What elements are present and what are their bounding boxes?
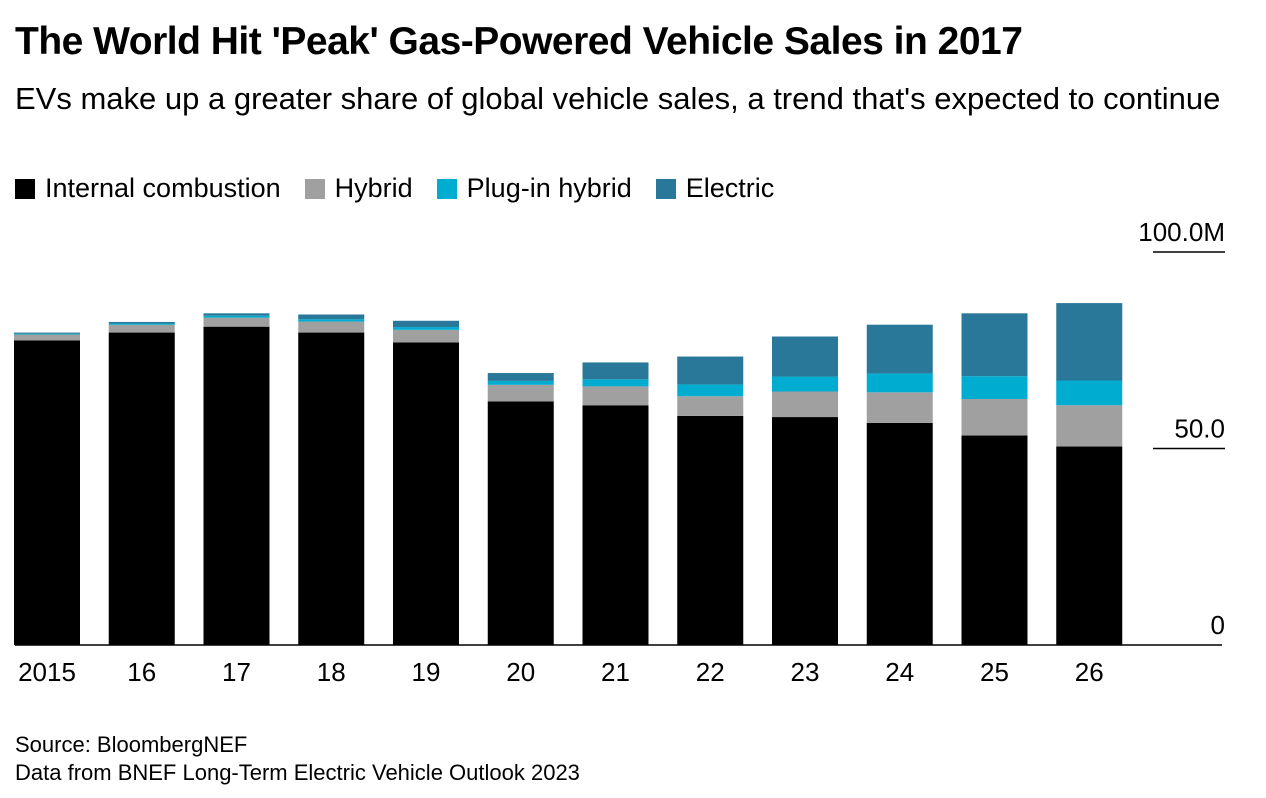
bar-segment-internal-combustion: [772, 417, 838, 645]
bar-segment-plug-in-hybrid: [961, 376, 1028, 399]
legend-label-electric: Electric: [685, 173, 775, 203]
chart-title: The World Hit 'Peak' Gas-Powered Vehicle…: [15, 20, 1023, 63]
y-tick-label: 0: [1211, 610, 1225, 640]
x-tick-label: 16: [127, 657, 156, 687]
legend-swatch-hybrid: [304, 178, 325, 199]
bar-segment-electric: [14, 332, 80, 334]
bar-segment-internal-combustion: [1056, 446, 1123, 645]
bar-segment-hybrid: [677, 396, 744, 416]
bar-segment-hybrid: [203, 317, 270, 327]
legend-swatch-internal-combustion: [15, 178, 35, 199]
bar-segment-electric: [393, 320, 459, 328]
chart-subtitle: EVs make up a greater share of global ve…: [15, 81, 1221, 116]
bar-segment-internal-combustion: [487, 401, 554, 645]
legend: Internal combustion Hybrid Plug-in hybri…: [15, 173, 798, 204]
x-tick-label: 22: [696, 657, 725, 687]
bar-segment-internal-combustion: [582, 405, 649, 645]
bar-segment-hybrid: [582, 386, 649, 406]
bar-segment-internal-combustion: [866, 422, 933, 645]
bar-segment-plug-in-hybrid: [393, 327, 459, 330]
x-tick-label: 25: [980, 657, 1009, 687]
bar-segment-plug-in-hybrid: [108, 323, 175, 325]
bar-segment-hybrid: [961, 398, 1028, 436]
x-tick-label: 19: [412, 657, 441, 687]
x-tick-label: 23: [791, 657, 820, 687]
bar-segment-hybrid: [14, 334, 80, 341]
legend-item-electric: Electric: [655, 173, 775, 204]
bar-segment-internal-combustion: [203, 326, 270, 645]
bar-segment-electric: [203, 313, 270, 316]
bar-segment-hybrid: [393, 329, 459, 343]
bar-segment-plug-in-hybrid: [14, 333, 80, 335]
legend-label-hybrid: Hybrid: [334, 173, 413, 203]
y-tick-label: 100.0M: [1138, 217, 1225, 247]
x-tick-label: 2015: [18, 657, 76, 687]
bar-segment-plug-in-hybrid: [203, 315, 270, 318]
bar-segment-electric: [1056, 303, 1123, 381]
legend-label-internal-combustion: Internal combustion: [45, 173, 281, 203]
bar-segment-plug-in-hybrid: [298, 319, 365, 322]
bar-segment-plug-in-hybrid: [772, 376, 838, 392]
bar-segment-electric: [487, 373, 554, 381]
bar-segment-electric: [772, 336, 838, 377]
bar-segment-hybrid: [772, 391, 838, 418]
bar-segment-plug-in-hybrid: [866, 373, 933, 393]
bar-segment-plug-in-hybrid: [1056, 380, 1123, 406]
bar-segment-internal-combustion: [677, 415, 744, 645]
x-tick-label: 21: [601, 657, 630, 687]
legend-item-internal-combustion: Internal combustion: [15, 173, 281, 204]
stacked-bar-chart: 2015 16 17 18 19 20 21 22 23 24 25 26 0 50.0 100.0M: [14, 217, 1225, 687]
bar-segment-electric: [677, 356, 744, 385]
legend-swatch-plug-in-hybrid: [436, 178, 457, 199]
source-note: Source: BloombergNEF Data from BNEF Long…: [15, 731, 580, 787]
data-note-line: Data from BNEF Long-Term Electric Vehicl…: [15, 760, 580, 785]
legend-label-plug-in-hybrid: Plug-in hybrid: [466, 173, 632, 203]
bar-segment-internal-combustion: [961, 435, 1028, 645]
bar-segment-plug-in-hybrid: [582, 379, 649, 387]
legend-item-hybrid: Hybrid: [304, 173, 413, 204]
bar-segment-electric: [108, 321, 175, 324]
bar-segment-internal-combustion: [298, 332, 365, 645]
x-tick-label: 24: [885, 657, 914, 687]
bar-segment-hybrid: [866, 392, 933, 423]
bar-segment-electric: [961, 313, 1028, 377]
bar-segment-internal-combustion: [108, 332, 175, 645]
bar-segment-plug-in-hybrid: [677, 384, 744, 397]
x-tick-label: 20: [506, 657, 535, 687]
bar-segment-hybrid: [108, 324, 175, 333]
bar-segment-electric: [866, 324, 933, 374]
source-line: Source: BloombergNEF: [15, 732, 248, 757]
bar-segment-hybrid: [298, 321, 365, 333]
legend-item-plug-in-hybrid: Plug-in hybrid: [436, 173, 632, 204]
x-tick-label: 26: [1075, 657, 1104, 687]
bar-segment-internal-combustion: [14, 340, 80, 645]
bar-segment-electric: [582, 362, 649, 380]
x-tick-label: 17: [222, 657, 251, 687]
bar-segment-hybrid: [487, 384, 554, 402]
y-tick-label: 50.0: [1174, 414, 1225, 444]
bar-segment-plug-in-hybrid: [487, 380, 554, 385]
bar-segment-internal-combustion: [393, 342, 459, 645]
bar-segment-electric: [298, 314, 365, 320]
bar-segment-hybrid: [1056, 405, 1123, 447]
legend-swatch-electric: [655, 178, 676, 199]
x-tick-label: 18: [317, 657, 346, 687]
